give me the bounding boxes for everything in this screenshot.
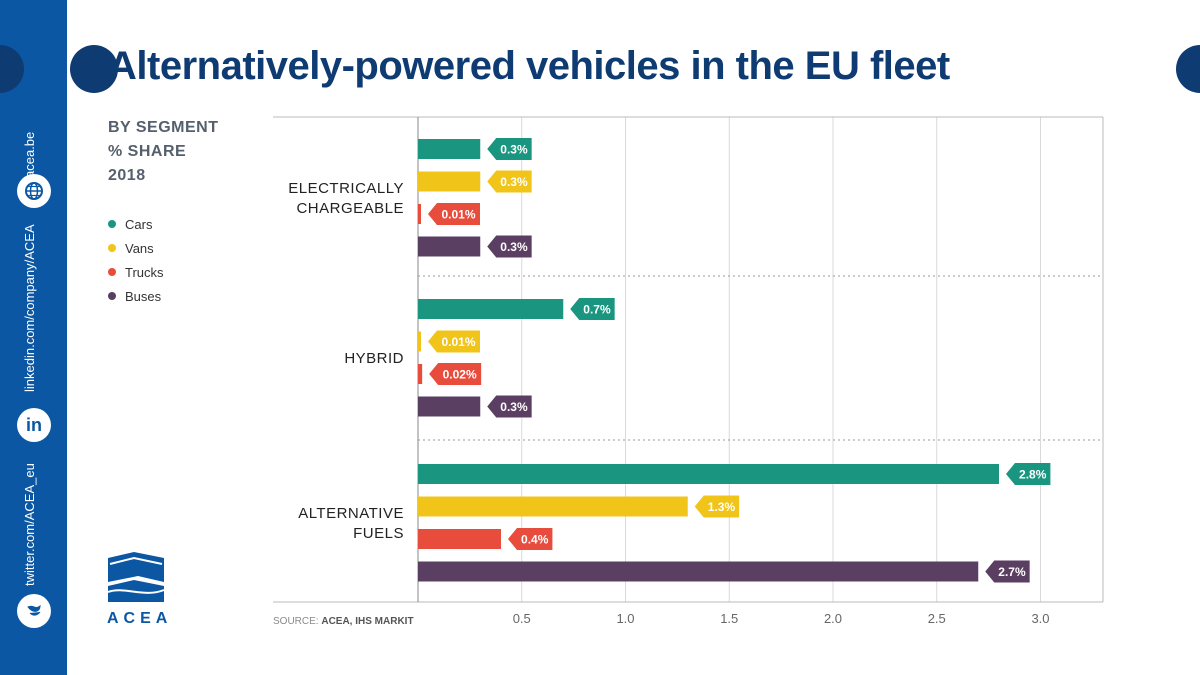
x-tick-label: 2.5	[928, 611, 946, 626]
subtitle-line-3: 2018	[108, 167, 146, 184]
category-label: ELECTRICALLY	[288, 180, 404, 197]
x-tick-label: 2.0	[824, 611, 842, 626]
legend-item-cars: Cars	[108, 212, 164, 236]
data-label: 0.3%	[500, 240, 528, 254]
x-tick-label: 3.0	[1031, 611, 1049, 626]
bar	[418, 299, 564, 319]
decorative-circle-title	[70, 45, 118, 93]
category-label: ALTERNATIVE	[298, 505, 404, 522]
legend-label-cars: Cars	[125, 216, 153, 232]
data-label-tag	[429, 363, 482, 385]
legend-item-vans: Vans	[108, 236, 164, 260]
sidebar: acea.be linkedin.com/company/ACEA in twi…	[0, 0, 67, 675]
data-label: 0.01%	[441, 208, 475, 222]
data-label: 2.8%	[1019, 468, 1047, 482]
bar	[418, 561, 979, 582]
data-label: 0.7%	[583, 303, 611, 317]
logo-text: ACEA	[107, 610, 173, 627]
category-label: HYBRID	[344, 350, 404, 367]
twitter-icon[interactable]	[17, 594, 51, 628]
bar	[418, 204, 421, 224]
legend-dot-vans	[108, 244, 116, 252]
acea-logo-icon	[107, 552, 165, 602]
x-tick-label: 1.5	[720, 611, 738, 626]
data-label: 0.4%	[521, 533, 549, 547]
page-title: Alternatively-powered vehicles in the EU…	[108, 44, 950, 88]
subtitle-line-1: BY SEGMENT	[108, 119, 219, 136]
bar	[418, 496, 688, 517]
data-label-tag	[985, 560, 1030, 583]
legend-dot-trucks	[108, 268, 116, 276]
chart-subtitle: BY SEGMENT % SHARE 2018	[108, 116, 219, 188]
bar	[418, 364, 423, 384]
globe-icon[interactable]	[17, 174, 51, 208]
legend-dot-buses	[108, 292, 116, 300]
data-label-tag	[570, 298, 615, 320]
category-label: FUELS	[353, 525, 404, 542]
data-label-tag	[428, 203, 480, 225]
legend-dot-cars	[108, 220, 116, 228]
linkedin-icon[interactable]: in	[17, 408, 51, 442]
data-label: 0.3%	[500, 400, 528, 414]
data-label: 2.7%	[998, 565, 1026, 579]
bar	[418, 529, 501, 549]
bar	[418, 331, 421, 352]
bar	[418, 236, 481, 257]
legend-label-vans: Vans	[125, 240, 154, 256]
bar	[418, 464, 999, 484]
data-label-tag	[487, 170, 532, 193]
chart-legend: Cars Vans Trucks Buses	[108, 212, 164, 308]
data-label-tag	[487, 395, 532, 418]
data-label: 0.02%	[443, 368, 477, 382]
source-value: ACEA, IHS MARKIT	[321, 616, 414, 627]
source-note: SOURCE: ACEA, IHS MARKIT	[273, 616, 414, 627]
bar	[418, 396, 481, 417]
data-label: 0.3%	[500, 143, 528, 157]
data-label-tag	[487, 138, 532, 160]
subtitle-line-2: % SHARE	[108, 143, 187, 160]
bar	[418, 139, 481, 159]
bar	[418, 171, 481, 192]
data-label-tag	[428, 330, 480, 353]
x-tick-label: 0.5	[513, 611, 531, 626]
data-label-tag	[694, 495, 740, 518]
legend-item-buses: Buses	[108, 284, 164, 308]
data-label: 1.3%	[708, 500, 736, 514]
category-label: CHARGEABLE	[296, 200, 404, 217]
data-label-tag	[1006, 463, 1051, 485]
data-label-tag	[508, 528, 553, 550]
data-label: 0.3%	[500, 175, 528, 189]
legend-item-trucks: Trucks	[108, 260, 164, 284]
x-tick-label: 1.0	[616, 611, 634, 626]
data-label-tag	[487, 235, 532, 258]
legend-label-trucks: Trucks	[125, 264, 164, 280]
data-label: 0.01%	[441, 335, 475, 349]
source-label: SOURCE:	[273, 616, 319, 627]
legend-label-buses: Buses	[125, 288, 162, 304]
